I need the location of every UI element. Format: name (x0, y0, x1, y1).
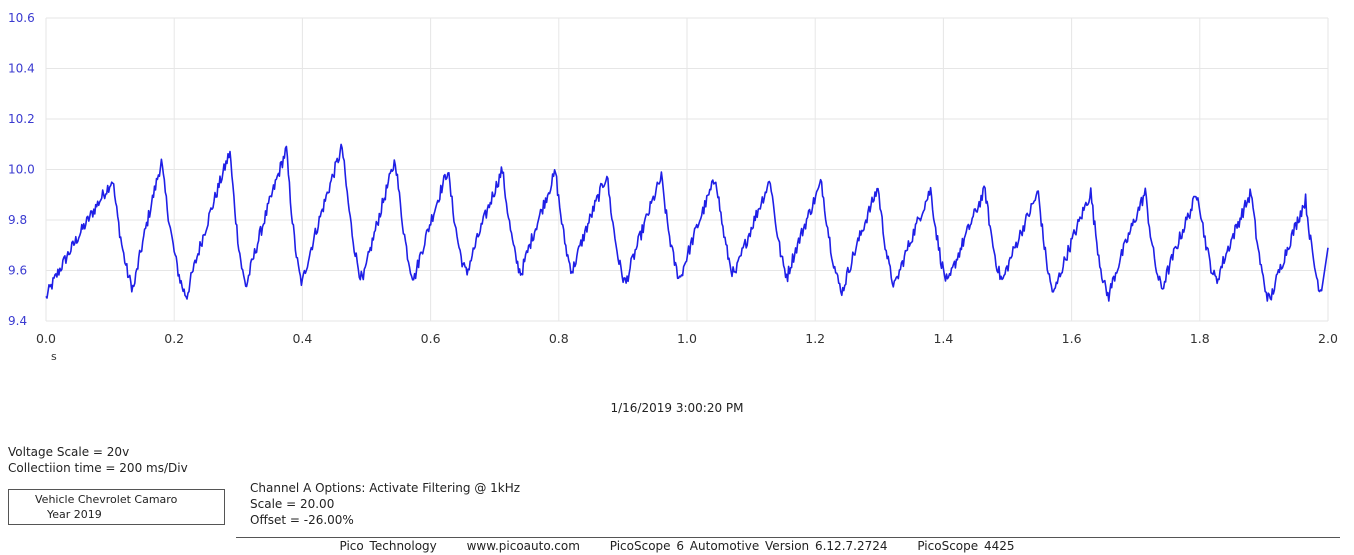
footer-device: PicoScope 4425 (917, 539, 1015, 553)
footer-version: PicoScope 6 Automotive Version 6.12.7.27… (609, 539, 888, 553)
channel-scale-text: Scale = 20.00 (250, 497, 335, 511)
footer: Pico Technology www.picoauto.com PicoSco… (0, 538, 1354, 554)
x-tick-label: 1.0 (677, 331, 697, 346)
x-axis-tick-labels: 0.0 0.2 0.4 0.6 0.8 1.0 1.2 1.4 1.6 1.8 2.0 (36, 331, 1338, 346)
channel-offset-text: Offset = -26.00% (250, 513, 354, 527)
collection-time-text: Collectiion time = 200 ms/Div (8, 461, 188, 475)
channel-filter-text: Channel A Options: Activate Filtering @ … (250, 481, 521, 495)
x-tick-label: 0.8 (549, 331, 569, 346)
x-tick-label: 0.0 (36, 331, 56, 346)
y-tick-label: 10.6 (8, 11, 35, 25)
y-tick-label: 10.0 (8, 163, 35, 177)
y-tick-label: 9.8 (8, 213, 27, 227)
x-tick-label: 1.8 (1190, 331, 1210, 346)
voltage-scale-text: Voltage Scale = 20v (8, 445, 130, 459)
vehicle-info-box: Vehicle Chevrolet Camaro Year 2019 (8, 489, 225, 525)
capture-timestamp: 1/16/2019 3:00:20 PM (610, 401, 744, 415)
voltage-series-line (45, 143, 1329, 302)
x-tick-label: 1.2 (805, 331, 825, 346)
chart-gridlines (45, 17, 1329, 322)
y-tick-label: 10.2 (8, 112, 35, 126)
y-axis-tick-labels: 9.4 9.6 9.8 10.0 10.2 10.4 10.6 (8, 11, 35, 328)
x-axis-unit: s (51, 350, 57, 363)
channel-options: Channel A Options: Activate Filtering @ … (250, 480, 520, 528)
y-tick-label: 10.4 (8, 62, 35, 76)
footer-company: Pico Technology (339, 539, 437, 553)
vehicle-model: Vehicle Chevrolet Camaro (35, 493, 178, 506)
scale-info: Voltage Scale = 20v Collectiion time = 2… (8, 444, 188, 476)
y-tick-label: 9.4 (8, 314, 27, 328)
x-tick-label: 0.2 (164, 331, 184, 346)
plot-area (45, 143, 1329, 302)
x-tick-label: 1.6 (1062, 331, 1082, 346)
x-tick-label: 0.6 (421, 331, 441, 346)
footer-website: www.picoauto.com (466, 539, 580, 553)
x-tick-label: 0.4 (292, 331, 312, 346)
y-tick-label: 9.6 (8, 264, 27, 278)
voltage-chart: 9.49.69.810.010.210.410.6 0.0 0.2 0.4 0.6 0.… (8, 11, 1338, 363)
footer-divider (236, 537, 1340, 538)
vehicle-year: Year 2019 (47, 508, 102, 521)
x-tick-label: 1.4 (933, 331, 953, 346)
x-tick-label: 2.0 (1318, 331, 1338, 346)
